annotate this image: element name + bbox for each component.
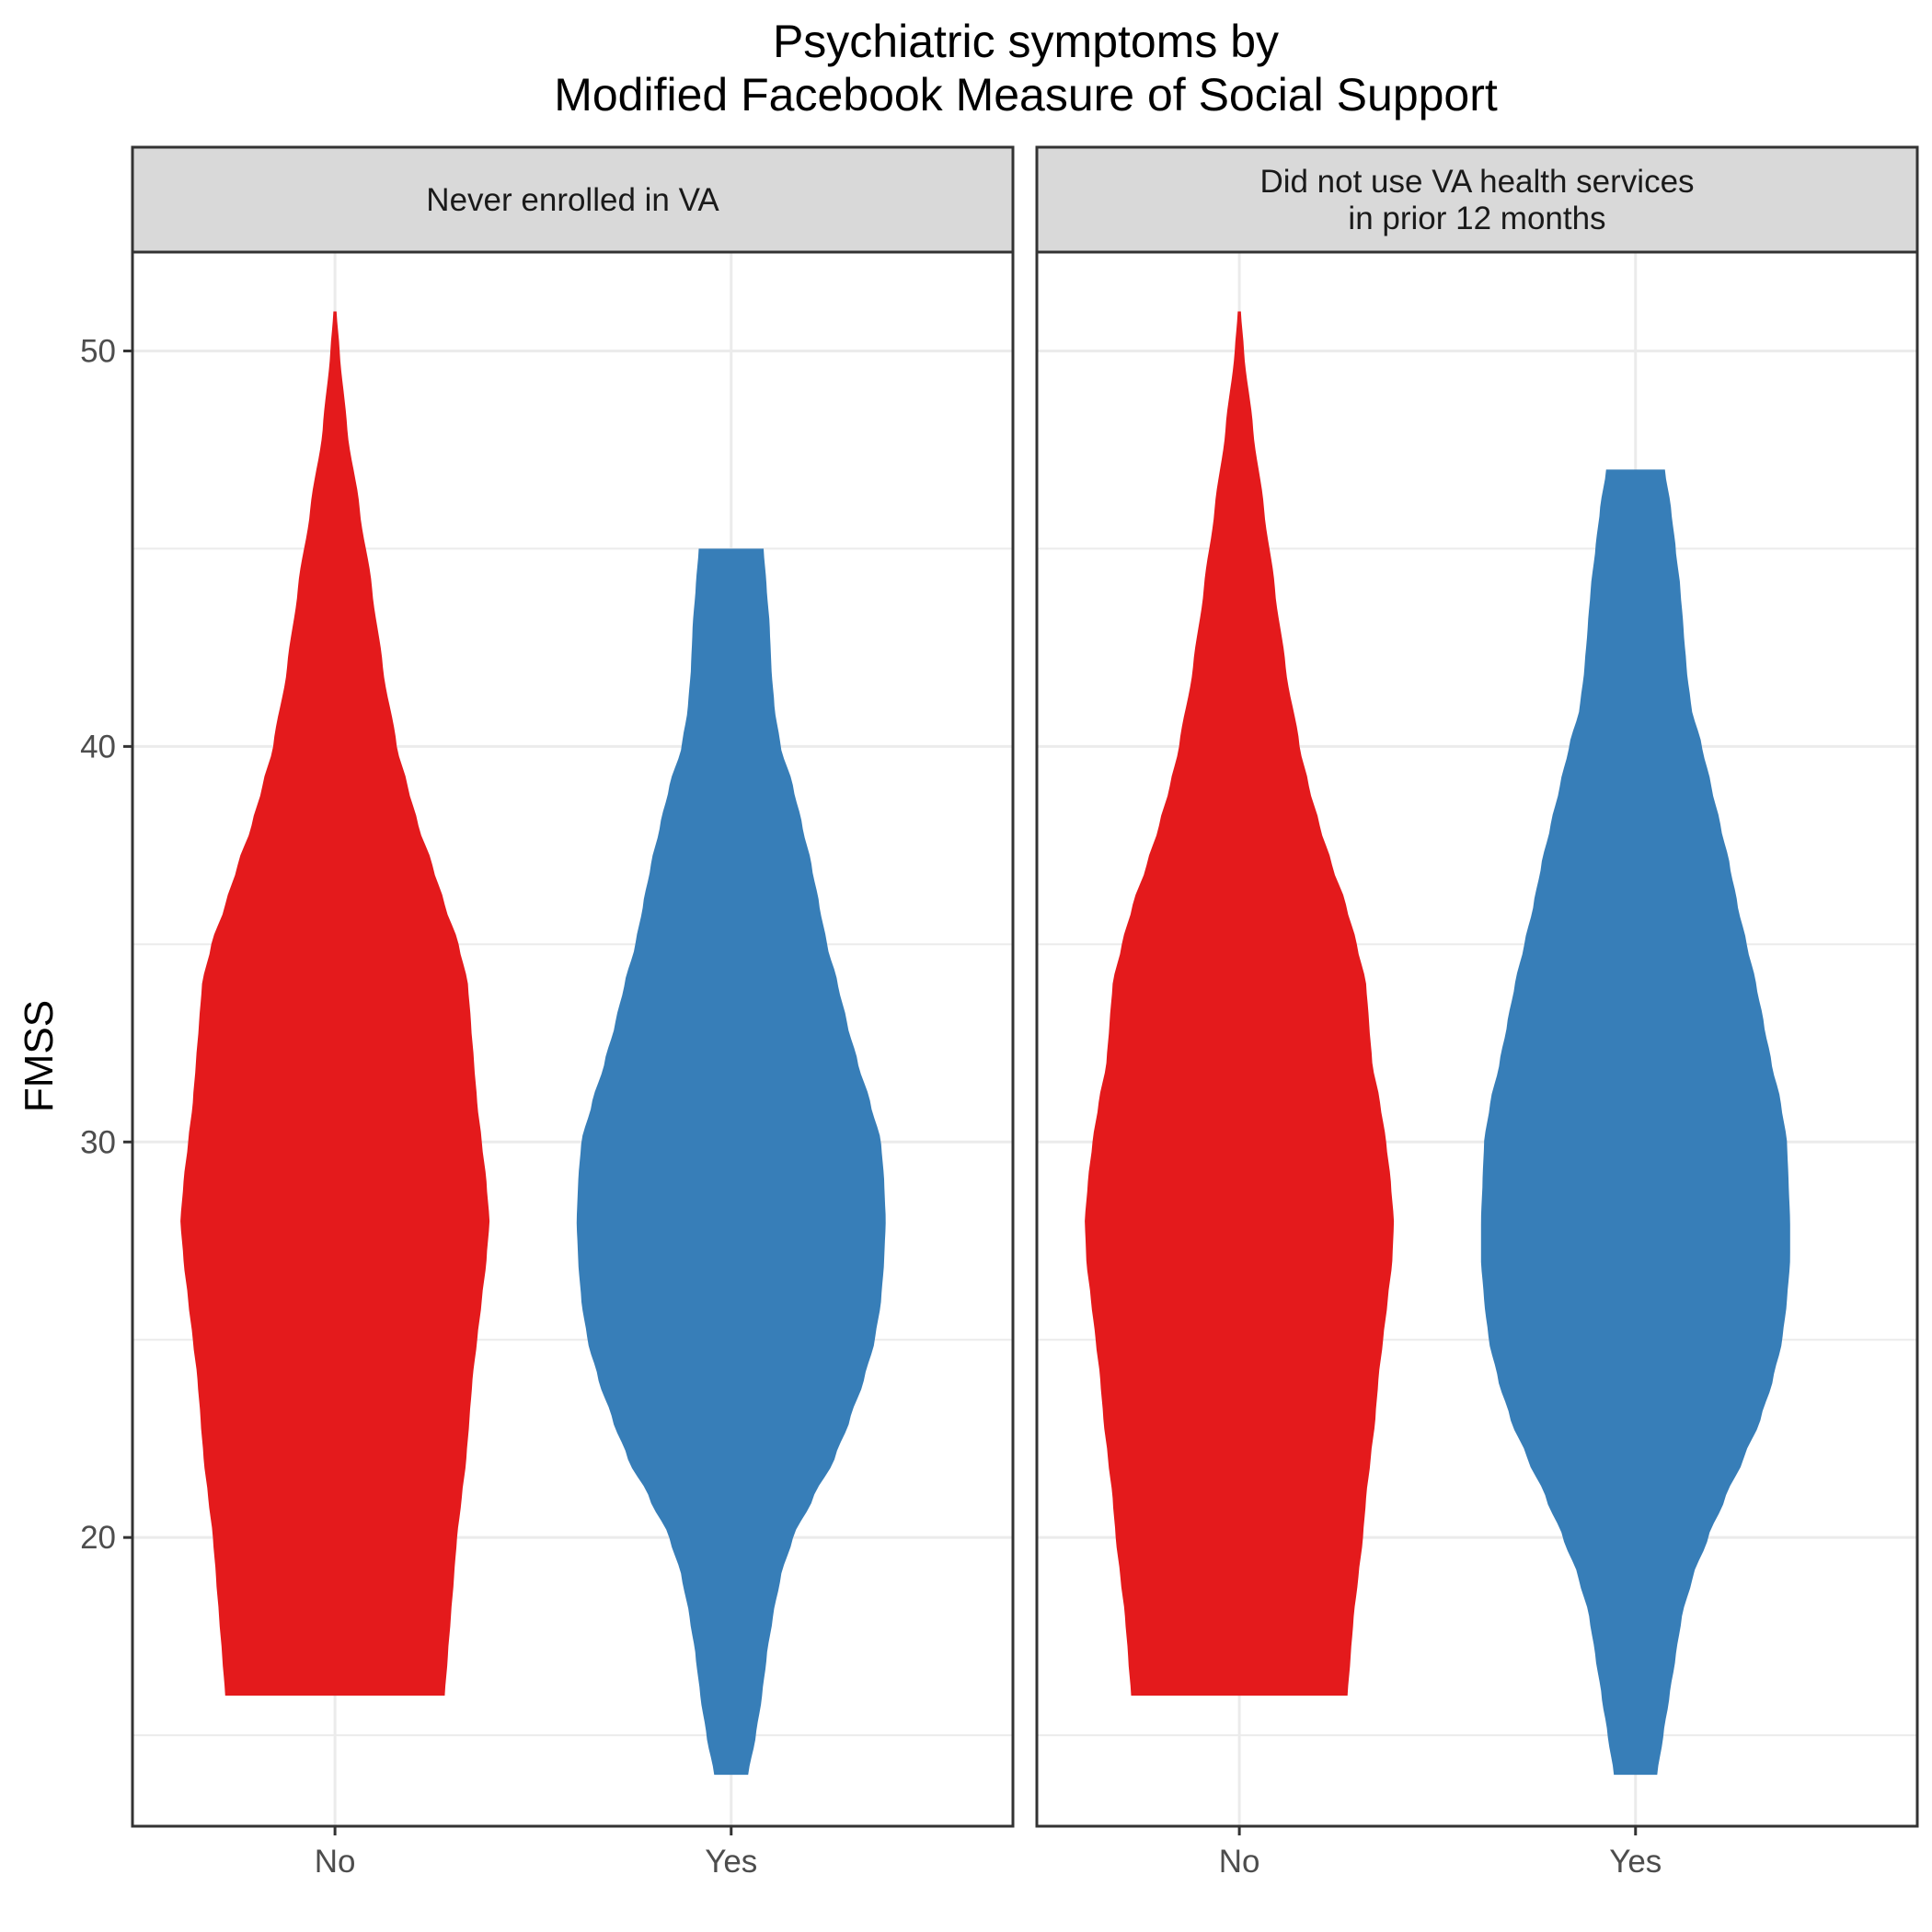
violin-yes: [576, 548, 886, 1776]
chart-title-line-1: Psychiatric symptoms by: [773, 16, 1279, 67]
y-tick-label: 20: [80, 1520, 116, 1556]
y-tick-label: 30: [80, 1124, 116, 1160]
panels-layer: Never enrolled in VA No Yes 20 30 40 50 Did not…: [80, 145, 1919, 1880]
facet-strip-label: Did not use VA health services: [1259, 164, 1694, 200]
facet-strip-label: in prior 12 months: [1348, 201, 1605, 236]
chart-title-line-2: Modified Facebook Measure of Social Supp…: [554, 69, 1498, 121]
facet-strip: [1035, 145, 1919, 254]
facet-strip: [131, 145, 1015, 254]
x-tick-label: Yes: [705, 1844, 757, 1880]
x-tick-label: No: [1219, 1844, 1260, 1880]
violin-no: [1085, 311, 1395, 1696]
x-tick-label: No: [315, 1844, 356, 1880]
y-axis-title: FMSS: [17, 1000, 62, 1112]
violin-no: [180, 311, 490, 1696]
facet-strip-label: Never enrolled in VA: [426, 182, 719, 218]
x-tick-label: Yes: [1609, 1844, 1662, 1880]
y-tick-label: 50: [80, 333, 116, 369]
facet-panel-1: Never enrolled in VA No Yes 20 30 40 50: [80, 145, 1015, 1880]
y-tick-label: 40: [80, 729, 116, 765]
violin-yes: [1480, 469, 1790, 1776]
